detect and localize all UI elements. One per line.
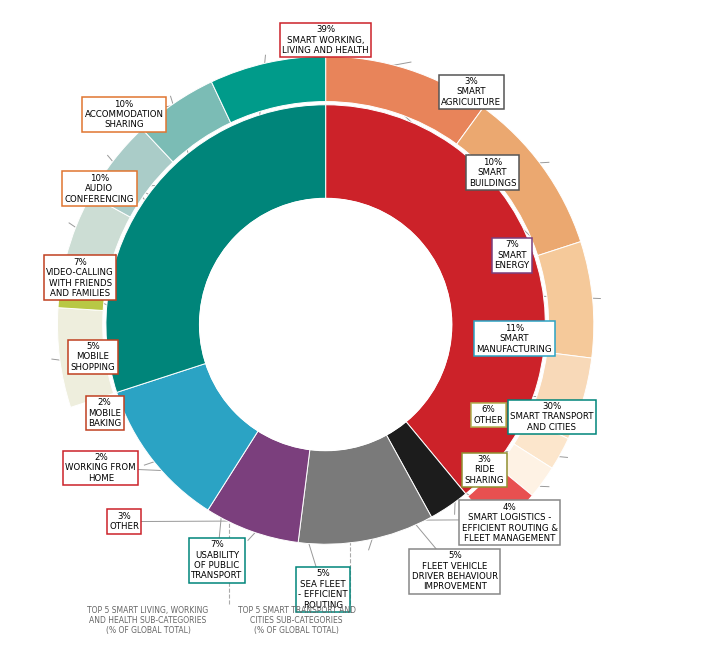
Wedge shape [467,467,532,531]
Text: 11%
SMART
MANUFACTURING: 11% SMART MANUFACTURING [477,324,552,354]
Text: 6%
OTHER: 6% OTHER [474,405,503,424]
Wedge shape [58,258,110,310]
Wedge shape [387,422,465,517]
Text: 10%
ACCOMMODATION
SHARING: 10% ACCOMMODATION SHARING [84,99,164,129]
Text: 2%
MOBILE
BAKING: 2% MOBILE BAKING [88,398,122,428]
Text: 30%
SMART TRANSPORT
AND CITIES: 30% SMART TRANSPORT AND CITIES [510,402,593,432]
Text: 7%
VIDEO-CALLING
WITH FRIENDS
AND FAMILIES: 7% VIDEO-CALLING WITH FRIENDS AND FAMILI… [46,258,114,298]
Wedge shape [538,241,594,358]
Text: 39%
SMART WORKING,
LIVING AND HEALTH: 39% SMART WORKING, LIVING AND HEALTH [283,25,369,55]
Wedge shape [66,195,130,269]
Wedge shape [117,363,258,510]
Wedge shape [527,352,592,439]
Text: 3%
SMART
AGRICULTURE: 3% SMART AGRICULTURE [441,77,501,106]
Text: 4%
SMART LOGISTICS -
EFFICIENT ROUTING &
FLEET MANAGEMENT: 4% SMART LOGISTICS - EFFICIENT ROUTING &… [462,503,557,543]
Wedge shape [91,129,173,217]
Text: 7%
SMART
ENERGY: 7% SMART ENERGY [494,240,529,270]
Text: 10%
AUDIO
CONFERENCING: 10% AUDIO CONFERENCING [65,174,134,204]
Text: TOP 5 SMART TRANSPORT AND
CITIES SUB-CATEGORIES
(% OF GLOBAL TOTAL): TOP 5 SMART TRANSPORT AND CITIES SUB-CAT… [238,606,356,635]
Text: 3%
OTHER: 3% OTHER [109,512,139,532]
Wedge shape [457,108,581,256]
Text: 7%
USABILITY
OF PUBLIC
TRANSPORT: 7% USABILITY OF PUBLIC TRANSPORT [191,540,243,580]
Wedge shape [498,444,552,495]
Wedge shape [142,82,231,162]
Circle shape [200,199,451,450]
Wedge shape [106,104,325,393]
Text: 5%
SEA FLEET
- EFFICIENT
ROUTING: 5% SEA FLEET - EFFICIENT ROUTING [298,569,348,609]
Text: 3%
RIDE
SHARING: 3% RIDE SHARING [465,455,505,485]
Wedge shape [212,56,325,123]
Wedge shape [325,56,483,144]
Wedge shape [58,308,114,408]
Wedge shape [298,435,432,545]
Text: 10%
SMART
BUILDINGS: 10% SMART BUILDINGS [469,158,516,188]
Wedge shape [325,104,546,494]
Text: 5%
MOBILE
SHOPPING: 5% MOBILE SHOPPING [70,342,115,372]
Wedge shape [208,431,310,543]
Text: 5%
FLEET VEHICLE
DRIVER BEHAVIOUR
IMPROVEMENT: 5% FLEET VEHICLE DRIVER BEHAVIOUR IMPROV… [412,551,498,591]
Text: 2%
WORKING FROM
HOME: 2% WORKING FROM HOME [65,453,136,483]
Wedge shape [514,419,568,468]
Text: TOP 5 SMART LIVING, WORKING
AND HEALTH SUB-CATEGORIES
(% OF GLOBAL TOTAL): TOP 5 SMART LIVING, WORKING AND HEALTH S… [87,606,209,635]
